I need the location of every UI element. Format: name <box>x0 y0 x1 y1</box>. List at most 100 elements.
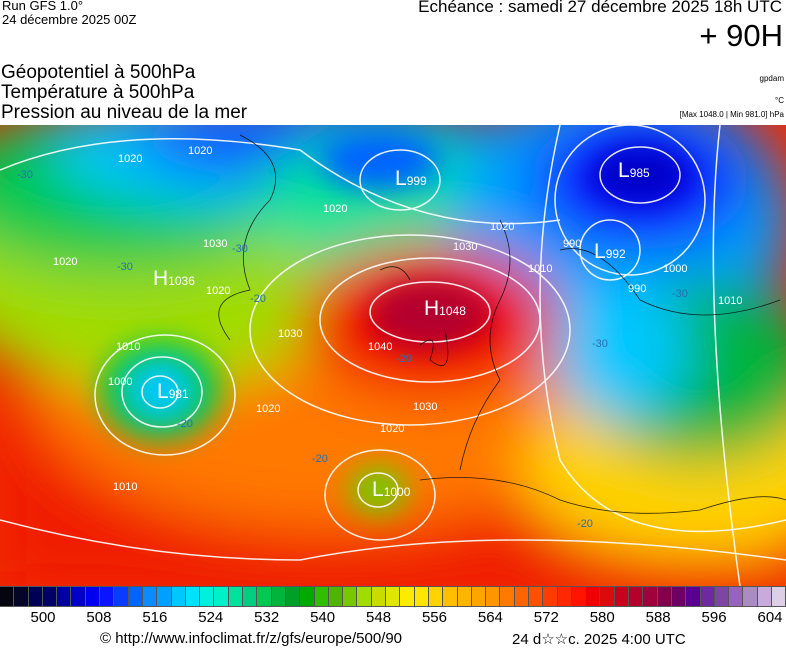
isobar-label: 1010 <box>528 263 553 275</box>
isobar-label: 1000 <box>108 376 133 388</box>
isobar-label: 1020 <box>380 423 405 435</box>
color-scale-cell <box>686 587 701 606</box>
temperature-isotherm-label: -20 <box>396 353 412 365</box>
color-scale-cell <box>300 587 315 606</box>
temperature-isotherm-label: -30 <box>17 169 33 181</box>
color-scale-cell <box>328 587 344 606</box>
color-scale-cell <box>114 587 129 606</box>
unit-temperature: °C <box>775 96 784 105</box>
isobar-label: 990 <box>563 238 582 250</box>
color-scale-cell <box>142 587 158 606</box>
color-scale-cell <box>85 587 101 606</box>
isobar-label: 1030 <box>413 401 438 413</box>
isobar-label: 990 <box>628 283 647 295</box>
copyright-url: © http://www.infoclimat.fr/z/gfs/europe/… <box>100 630 403 647</box>
unit-pressure-range: [Max 1048.0 | Min 981.0] hPa <box>679 110 784 119</box>
color-scale-cell <box>600 587 615 606</box>
color-scale-cell <box>471 587 487 606</box>
color-scale-cell <box>200 587 215 606</box>
color-scale-tick-label: 580 <box>589 609 615 626</box>
run-date-label: 24 décembre 2025 00Z <box>2 12 137 27</box>
temperature-isotherm-label: -30 <box>672 288 688 300</box>
color-scale-cell <box>271 587 286 606</box>
color-scale-cell <box>643 587 658 606</box>
color-scale-cell <box>0 587 15 606</box>
color-scale-cell <box>157 587 172 606</box>
pressure-high-1036: H1036 <box>153 267 195 290</box>
color-scale-cell <box>28 587 43 606</box>
color-scale-cell <box>543 587 558 606</box>
color-scale-cell <box>285 587 301 606</box>
weather-map: L985 L992 L999 H1048 H1036 L981 L1000 10… <box>0 125 786 586</box>
generated-timestamp: 24 d☆☆c. 2025 4:00 UTC <box>512 631 686 648</box>
temperature-isotherm-label: -30 <box>592 338 608 350</box>
color-scale-cell <box>657 587 672 606</box>
temperature-isotherm-label: -30 <box>117 261 133 273</box>
pressure-low-1000: L1000 <box>372 478 411 501</box>
pressure-high-1048: H1048 <box>424 297 466 320</box>
color-scale-cell <box>514 587 529 606</box>
color-scale-cell <box>386 587 401 606</box>
color-scale-tick-label: 548 <box>366 609 392 626</box>
color-scale-cell <box>614 587 630 606</box>
color-scale-tick-label: 500 <box>30 609 56 626</box>
color-scale-ticks: 500 508 516 524 532 540 548 556 564 572 580 588 596 6… <box>0 609 786 627</box>
color-scale-cell <box>528 587 544 606</box>
temperature-isotherm-label: -20 <box>577 518 593 530</box>
color-scale-cell <box>586 587 601 606</box>
color-scale-tick-label: 604 <box>757 609 783 626</box>
color-scale-cell <box>228 587 244 606</box>
color-scale-cell <box>557 587 572 606</box>
geopotential-color-scale <box>0 586 786 607</box>
color-scale-cell <box>243 587 258 606</box>
unit-geopotential: gpdam <box>759 74 784 83</box>
isobar-label: 1020 <box>256 403 281 415</box>
color-scale-cell <box>486 587 501 606</box>
color-scale-tick-label: 572 <box>533 609 559 626</box>
color-scale-cell <box>443 587 458 606</box>
color-scale-cell <box>71 587 86 606</box>
forecast-valid-time: Echéance : samedi 27 décembre 2025 18h U… <box>418 0 782 16</box>
isobar-label: 1030 <box>278 328 303 340</box>
color-scale-tick-label: 540 <box>310 609 336 626</box>
color-scale-tick-label: 532 <box>254 609 280 626</box>
isobar-label: 1010 <box>113 481 138 493</box>
pressure-low-981: L981 <box>157 380 189 403</box>
color-scale-cell <box>314 587 329 606</box>
color-scale-cell <box>57 587 72 606</box>
color-scale-cell <box>729 587 744 606</box>
color-scale-cell <box>357 587 372 606</box>
isobar-label: 1020 <box>53 256 78 268</box>
color-scale-cell <box>757 587 773 606</box>
color-scale-cell <box>629 587 644 606</box>
color-scale-cell <box>571 587 587 606</box>
forecast-hour: + 90H <box>699 18 783 53</box>
isobar-label: 1020 <box>323 203 348 215</box>
color-scale-cell <box>214 587 229 606</box>
color-scale-tick-label: 508 <box>86 609 112 626</box>
map-field-svg <box>0 125 786 586</box>
color-scale-cell <box>671 587 687 606</box>
isobar-label: 1020 <box>118 153 143 165</box>
run-model-label: Run GFS 1.0° <box>2 0 84 13</box>
color-scale-tick-label: 556 <box>421 609 447 626</box>
color-scale-cell <box>500 587 515 606</box>
isobar-label: 1010 <box>116 341 141 353</box>
color-scale-cell <box>128 587 143 606</box>
pressure-low-999: L999 <box>395 167 427 190</box>
isobar-label: 1010 <box>718 295 743 307</box>
color-scale-cell <box>414 587 429 606</box>
color-scale-cell <box>257 587 272 606</box>
color-scale-cell <box>457 587 472 606</box>
isobar-label: 1040 <box>368 341 393 353</box>
color-scale-tick-label: 564 <box>477 609 503 626</box>
color-scale-cell <box>743 587 758 606</box>
temperature-isotherm-label: -20 <box>312 453 328 465</box>
color-scale-cell <box>400 587 415 606</box>
color-scale-cell <box>100 587 115 606</box>
color-scale-cell <box>185 587 201 606</box>
chart-title-geopotential: Géopotentiel à 500hPa <box>1 62 196 83</box>
color-scale-cell <box>171 587 186 606</box>
color-scale-cell <box>772 587 786 606</box>
pressure-low-992: L992 <box>594 240 626 263</box>
